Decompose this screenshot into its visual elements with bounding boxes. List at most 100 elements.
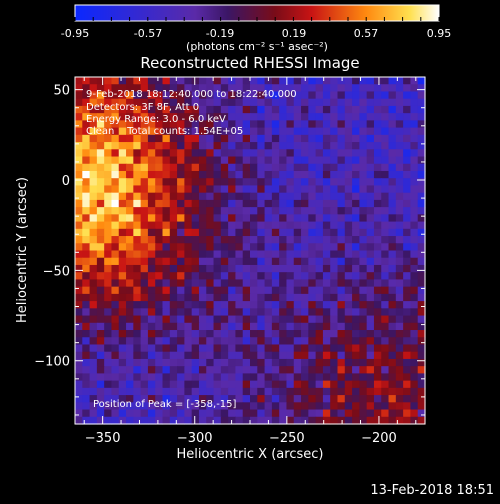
heatmap-cell — [228, 156, 237, 165]
heatmap-cell — [373, 301, 382, 309]
heatmap-cell — [206, 120, 215, 129]
heatmap-cell — [82, 77, 91, 85]
heatmap-cell — [220, 330, 229, 338]
heatmap-cell — [359, 98, 368, 107]
heatmap-cell — [279, 127, 288, 136]
heatmap-cell — [118, 221, 127, 230]
heatmap-cell — [403, 142, 412, 150]
heatmap-cell — [191, 170, 200, 179]
heatmap-cell — [213, 84, 222, 93]
heatmap-cell — [308, 149, 317, 158]
heatmap-cell — [352, 358, 360, 367]
heatmap-cell — [352, 351, 360, 360]
heatmap-cell — [220, 221, 229, 230]
heatmap-cell — [330, 199, 339, 208]
heatmap-cell — [162, 127, 171, 136]
heatmap-cell — [89, 98, 98, 107]
heatmap-cell — [133, 373, 142, 382]
heatmap-cell — [126, 142, 134, 150]
heatmap-cell — [308, 351, 317, 360]
heatmap-cell — [140, 293, 149, 302]
heatmap-cell — [235, 373, 244, 382]
heatmap-cell — [395, 127, 404, 136]
heatmap-cell — [352, 293, 360, 302]
heatmap-cell — [147, 236, 156, 244]
heatmap-cell — [293, 221, 302, 230]
heatmap-cell — [308, 134, 317, 143]
heatmap-cell — [213, 228, 222, 237]
heatmap-cell — [410, 416, 419, 425]
heatmap-cell — [162, 293, 171, 302]
heatmap-cell — [213, 77, 222, 85]
heatmap-cell — [308, 322, 317, 331]
heatmap-cell — [75, 330, 83, 338]
heatmap-cell — [381, 199, 390, 208]
heatmap-cell — [373, 170, 382, 179]
heatmap-cell — [213, 373, 222, 382]
heatmap-cell — [96, 337, 105, 346]
heatmap-cell — [352, 250, 360, 259]
heatmap-cell — [242, 134, 251, 143]
heatmap-cell — [220, 279, 229, 288]
heatmap-cell — [75, 199, 83, 208]
heatmap-cell — [388, 113, 397, 121]
heatmap-cell — [403, 315, 412, 324]
heatmap-cell — [279, 199, 288, 208]
heatmap-cell — [198, 207, 207, 215]
heatmap-cell — [162, 77, 171, 85]
heatmap-cell — [242, 308, 251, 317]
heatmap-cell — [381, 293, 390, 302]
heatmap-cell — [82, 228, 91, 237]
heatmap-cell — [104, 373, 113, 382]
heatmap-cell — [417, 214, 426, 223]
heatmap-cell — [293, 330, 302, 338]
heatmap-cell — [403, 120, 412, 129]
heatmap-cell — [147, 207, 156, 215]
heatmap-cell — [366, 214, 375, 223]
heatmap-cell — [417, 330, 426, 338]
heatmap-cell — [381, 315, 390, 324]
heatmap-cell — [410, 134, 419, 143]
heatmap-cell — [388, 308, 397, 317]
heatmap-cell — [177, 409, 185, 418]
heatmap-cell — [111, 344, 120, 353]
heatmap-cell — [315, 366, 324, 374]
heatmap-cell — [315, 387, 324, 396]
heatmap-cell — [147, 120, 156, 129]
heatmap-cell — [293, 257, 302, 266]
heatmap-cell — [344, 127, 353, 136]
heatmap-cell — [257, 337, 266, 346]
heatmap-cell — [184, 272, 193, 281]
heatmap-cell — [388, 279, 397, 288]
heatmap-cell — [140, 264, 149, 273]
heatmap-cell — [118, 142, 127, 150]
heatmap-cell — [337, 214, 346, 223]
heatmap-cell — [257, 264, 266, 273]
heatmap-cell — [184, 236, 193, 244]
heatmap-cell — [184, 395, 193, 403]
heatmap-cell — [220, 134, 229, 143]
heatmap-cell — [344, 264, 353, 273]
heatmap-cell — [395, 98, 404, 107]
heatmap-cell — [417, 366, 426, 374]
heatmap-cell — [155, 373, 164, 382]
heatmap-cell — [301, 214, 309, 223]
heatmap-cell — [417, 402, 426, 411]
heatmap-cell — [133, 330, 142, 338]
heatmap-cell — [403, 373, 412, 382]
heatmap-cell — [322, 250, 331, 259]
heatmap-cell — [235, 344, 244, 353]
heatmap-cell — [250, 301, 258, 309]
heatmap-cell — [286, 366, 295, 374]
heatmap-cell — [330, 351, 339, 360]
heatmap-cell — [410, 409, 419, 418]
heatmap-cell — [162, 409, 171, 418]
heatmap-cell — [155, 308, 164, 317]
heatmap-cell — [250, 98, 258, 107]
heatmap-cell — [184, 142, 193, 150]
heatmap-cell — [352, 170, 360, 179]
heatmap-cell — [359, 163, 368, 172]
heatmap-cell — [140, 120, 149, 129]
heatmap-cell — [89, 134, 98, 143]
heatmap-cell — [184, 105, 193, 114]
